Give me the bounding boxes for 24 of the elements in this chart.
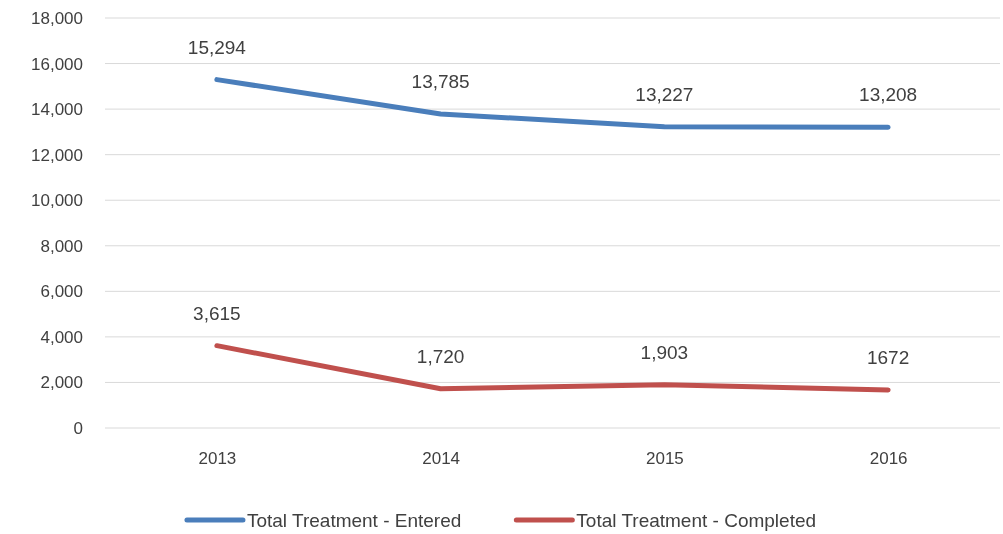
- data-label: 1,903: [640, 341, 689, 363]
- data-label: 1,720: [416, 345, 465, 367]
- y-tick-label: 8,000: [40, 236, 83, 256]
- y-tick-label: 18,000: [31, 8, 83, 28]
- x-tick-label: 2013: [198, 449, 237, 469]
- data-label: 1672: [866, 346, 910, 368]
- data-label: 13,227: [635, 83, 694, 105]
- legend-label: Total Treatment - Entered: [246, 510, 462, 531]
- y-tick-label: 10,000: [31, 191, 83, 211]
- data-label: 13,785: [411, 71, 470, 93]
- data-label: 13,208: [859, 84, 918, 106]
- x-tick-label: 2015: [645, 449, 684, 469]
- data-label: 15,294: [187, 36, 247, 58]
- y-tick-label: 0: [73, 418, 83, 438]
- x-tick-label: 2014: [422, 449, 461, 469]
- y-tick-label: 12,000: [31, 145, 83, 165]
- y-tick-label: 16,000: [31, 54, 83, 74]
- y-tick-label: 2,000: [40, 373, 83, 393]
- y-tick-label: 6,000: [40, 282, 83, 302]
- legend-label: Total Treatment - Completed: [576, 510, 817, 531]
- x-tick-label: 2016: [869, 449, 908, 469]
- data-label: 3,615: [193, 302, 241, 324]
- y-tick-label: 4,000: [40, 327, 83, 347]
- y-tick-label: 14,000: [31, 100, 83, 120]
